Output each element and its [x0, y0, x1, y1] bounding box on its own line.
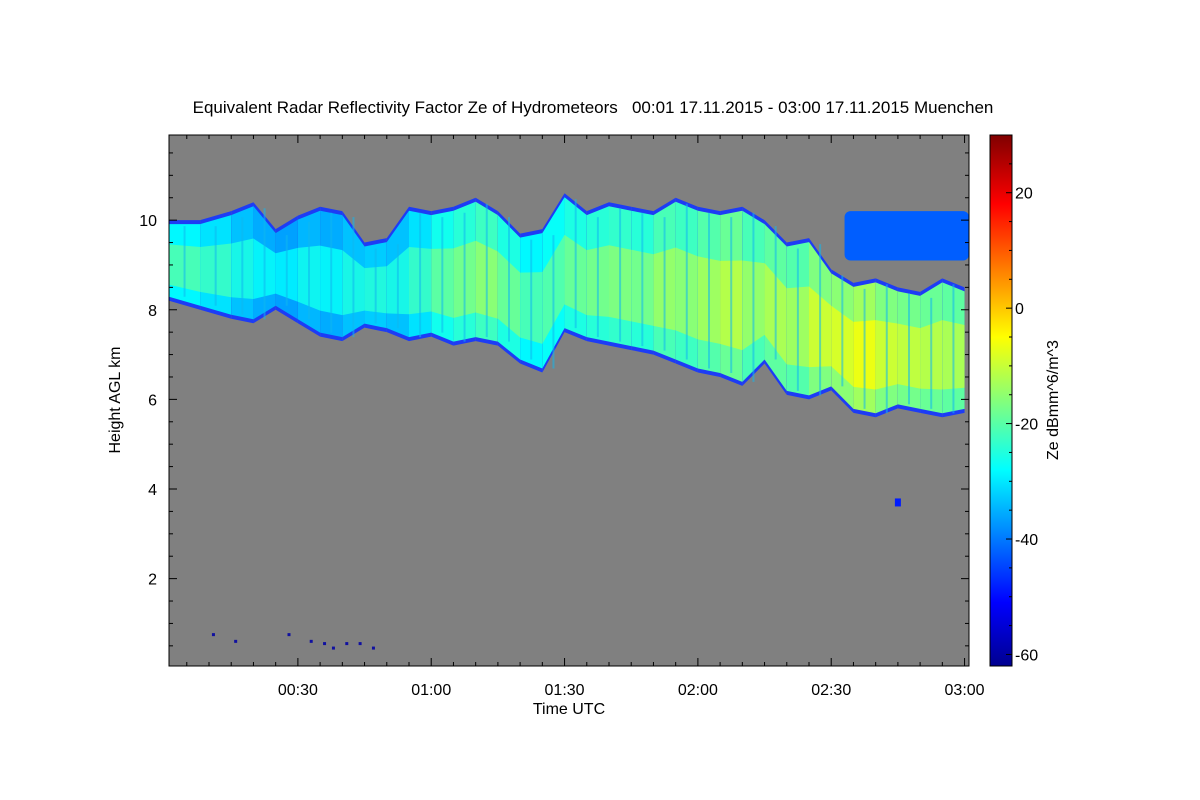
y-tick-label: 4: [148, 482, 157, 499]
colorbar-tick-label: -60: [1015, 647, 1038, 664]
colorbar-label: Ze dBmm^6/m^3: [1045, 340, 1062, 460]
y-axis-ticks: 2 4 6 8 10: [139, 152, 969, 647]
colorbar-tick-label: -20: [1015, 417, 1038, 434]
y-tick-label: 8: [148, 303, 157, 320]
x-tick-label: 03:00: [945, 682, 985, 699]
x-tick-label: 01:00: [411, 682, 451, 699]
y-tick-label: 2: [148, 572, 157, 589]
upper-cloud-patch: [844, 211, 969, 261]
y-tick-label: 6: [148, 392, 157, 409]
y-tick-label: 10: [139, 213, 157, 230]
plot-frame: [168, 134, 970, 667]
x-axis-label: Time UTC: [533, 701, 605, 718]
colorbar-tick-label: 20: [1015, 186, 1033, 203]
colorbar-tick-label: 0: [1015, 301, 1024, 318]
x-axis-ticks: 00:30 01:00 01:30 02:00 02:30 03:00: [186, 135, 985, 699]
x-tick-label: 02:00: [678, 682, 718, 699]
ground-speck: [358, 642, 362, 646]
small-echo: [894, 498, 901, 507]
chart-title: Equivalent Radar Reflectivity Factor Ze …: [193, 98, 994, 117]
x-tick-label: 02:30: [811, 682, 851, 699]
y-axis-label: Height AGL km: [107, 346, 124, 453]
ground-speck: [309, 639, 313, 643]
ground-speck: [234, 639, 238, 643]
colorbar-tick-label: -40: [1015, 532, 1038, 549]
ground-speck: [331, 646, 335, 650]
x-tick-label: 00:30: [278, 682, 318, 699]
colorbar-ticks: 20 0 -20 -40 -60: [1006, 134, 1038, 664]
ground-speck: [323, 642, 327, 646]
ground-speck: [371, 646, 375, 650]
ground-speck: [211, 633, 215, 637]
ground-speck: [287, 633, 291, 637]
x-tick-label: 01:30: [545, 682, 585, 699]
ground-speck: [345, 642, 349, 646]
colorbar: [989, 134, 1013, 667]
reflectivity-data-layer: [169, 193, 969, 650]
